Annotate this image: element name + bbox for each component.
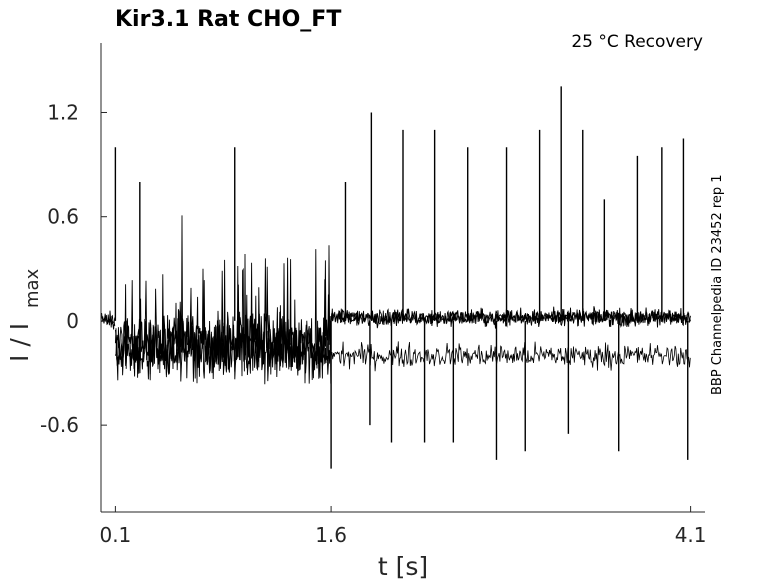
x-ticks: 0.1 1.6 4.1: [99, 506, 707, 547]
y-tick-label: 1.2: [47, 100, 79, 124]
x-tick-label: 4.1: [675, 523, 707, 547]
current-trace: [100, 86, 691, 469]
x-axis-label: t [s]: [378, 552, 428, 581]
side-label: BBP Channelpedia ID 23452 rep 1: [710, 174, 725, 395]
x-tick-label: 0.1: [99, 523, 131, 547]
y-tick-label: 0: [66, 309, 79, 333]
trace-segment: [114, 249, 332, 384]
chart-title: Kir3.1 Rat CHO_FT: [115, 7, 341, 32]
y-axis-label-subscript: max: [22, 268, 43, 308]
trace-segment: [100, 310, 116, 328]
y-ticks: -0.6 0 0.6 1.2: [40, 100, 107, 437]
y-tick-label: -0.6: [40, 413, 79, 437]
trace-lower-band: [330, 341, 691, 372]
condition-label: 25 °C Recovery: [571, 32, 703, 52]
y-axis-label: I / I max: [5, 268, 43, 362]
x-tick-label: 1.6: [315, 523, 347, 547]
side-label-group: BBP Channelpedia ID 23452 rep 1: [710, 174, 725, 395]
y-tick-label: 0.6: [47, 205, 79, 229]
y-axis-label-main: I / I: [5, 323, 34, 362]
